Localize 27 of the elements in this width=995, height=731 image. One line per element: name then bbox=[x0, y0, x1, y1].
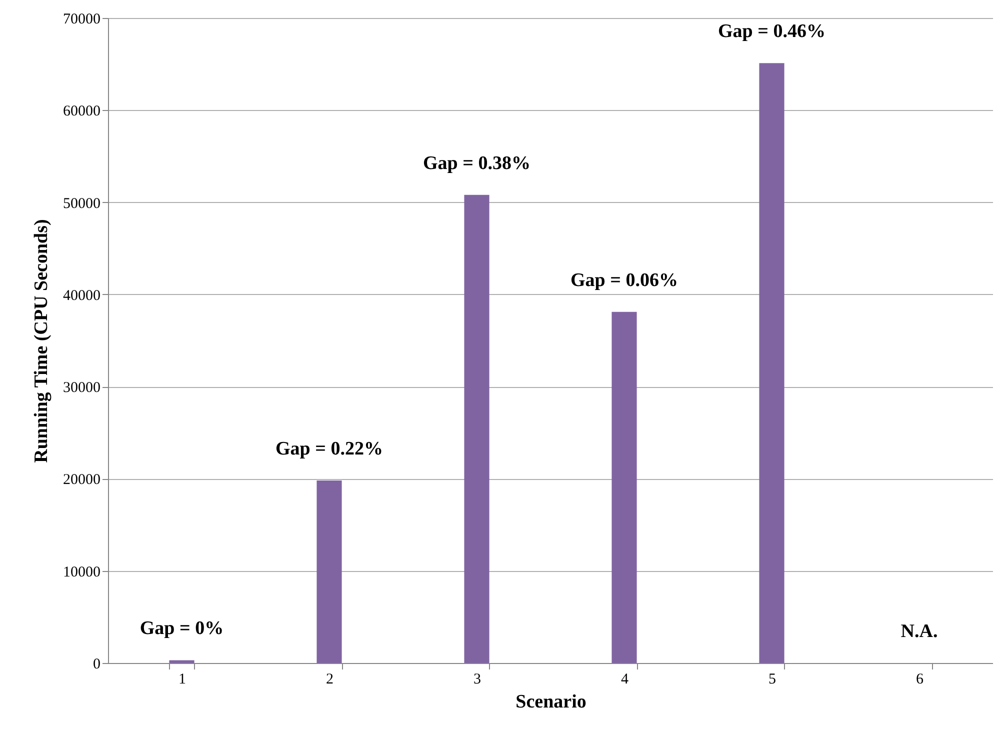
x-axis-title: Scenario bbox=[516, 692, 586, 712]
y-tick-label: 50000 bbox=[63, 196, 100, 212]
annotation: Gap = 0.22% bbox=[276, 438, 383, 460]
x-tick-label: 1 bbox=[178, 672, 186, 688]
y-tick-label: 30000 bbox=[63, 380, 100, 396]
x-tick-label: 3 bbox=[474, 672, 481, 688]
x-tick-label: 4 bbox=[621, 672, 629, 688]
y-tick-label: 0 bbox=[93, 656, 100, 672]
annotation: Gap = 0.46% bbox=[718, 21, 826, 42]
annotation: Gap = 0% bbox=[140, 618, 224, 640]
y-tick-label: 20000 bbox=[63, 472, 100, 488]
annotation: N.A. bbox=[900, 621, 938, 642]
y-tick-label: 60000 bbox=[63, 104, 100, 120]
annotation: Gap = 0.38% bbox=[423, 152, 530, 174]
x-tick-label: 2 bbox=[326, 672, 334, 688]
bar bbox=[759, 63, 784, 663]
x-tick-label: 6 bbox=[916, 672, 924, 688]
bar bbox=[612, 312, 637, 663]
bar bbox=[169, 660, 194, 663]
bar bbox=[316, 480, 342, 663]
y-tick-label: 70000 bbox=[63, 12, 100, 28]
annotation: Gap = 0.06% bbox=[570, 270, 678, 291]
bar bbox=[464, 194, 490, 663]
x-tick-label: 5 bbox=[768, 672, 776, 688]
y-tick-label: 10000 bbox=[63, 564, 100, 580]
y-tick-label: 40000 bbox=[63, 288, 100, 304]
y-axis-title: Running Time (CPU Seconds) bbox=[31, 219, 52, 463]
